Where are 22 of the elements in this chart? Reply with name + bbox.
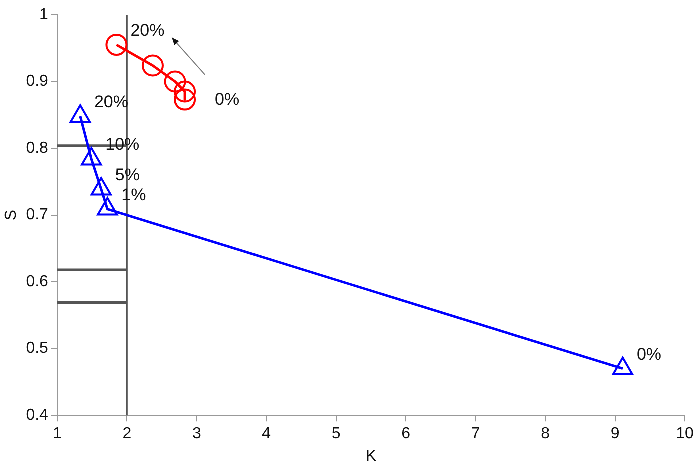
annotation: 0%	[636, 344, 662, 364]
x-tick-label: 1	[52, 426, 62, 443]
x-tick-label: 7	[471, 426, 480, 443]
y-tick-label: 0.8	[26, 140, 49, 157]
y-tick-label: 0.4	[26, 407, 49, 424]
x-tick-label: 5	[332, 426, 341, 443]
x-tick-label: 2	[122, 426, 132, 443]
y-axis-title: S	[3, 210, 20, 221]
x-axis-title: K	[366, 448, 377, 465]
y-tick-label: 0.5	[26, 340, 49, 358]
y-tick-label: 0.9	[26, 73, 49, 90]
x-tick-label: 3	[192, 426, 202, 443]
annotation: 0%	[215, 90, 240, 109]
x-tick-label: 6	[402, 426, 411, 443]
x-tick-label: 9	[610, 426, 620, 443]
x-tick-label: 10	[676, 426, 694, 443]
annotation: 20%	[130, 21, 165, 40]
y-tick-label: 0.7	[26, 206, 49, 224]
y-tick-label: 0.6	[26, 273, 49, 290]
x-tick-label: 4	[262, 426, 272, 443]
y-tick-label: 1	[40, 6, 49, 24]
x-tick-label: 8	[541, 426, 550, 443]
